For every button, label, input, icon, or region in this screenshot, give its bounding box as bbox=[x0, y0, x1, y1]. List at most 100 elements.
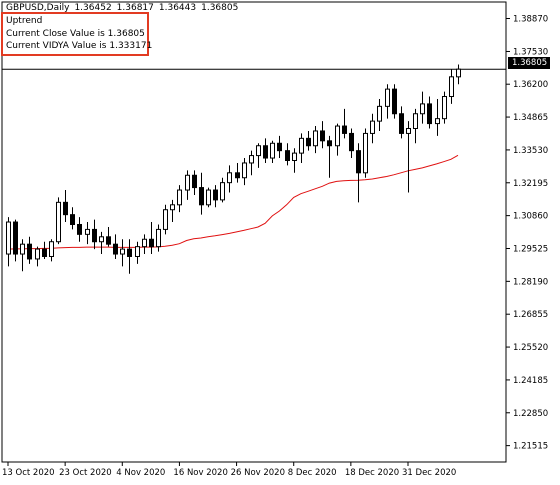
candle bbox=[92, 219, 97, 250]
candle bbox=[56, 197, 61, 245]
candle bbox=[77, 217, 82, 242]
candle bbox=[456, 64, 461, 85]
y-tick-label: 1.28190 bbox=[513, 277, 548, 287]
candle bbox=[206, 187, 211, 208]
vidya-value-label: Current VIDYA Value is 1.333171 bbox=[6, 41, 153, 52]
candle bbox=[6, 217, 11, 267]
candle-body-bull bbox=[135, 246, 140, 257]
candle-body-bull bbox=[313, 130, 318, 147]
candle bbox=[177, 185, 182, 213]
candle-body-bear bbox=[70, 214, 75, 225]
candle-body-bull bbox=[56, 201, 61, 243]
candle-body-bear bbox=[392, 88, 397, 115]
candle-body-bear bbox=[13, 221, 18, 255]
candle-body-bear bbox=[327, 140, 332, 147]
candle bbox=[385, 84, 390, 119]
x-tick-label: 4 Nov 2020 bbox=[116, 468, 165, 478]
candle-body-bear bbox=[27, 243, 32, 260]
candle bbox=[20, 239, 25, 272]
candle-body-bull bbox=[206, 189, 211, 206]
candle bbox=[142, 234, 147, 255]
candle bbox=[320, 121, 325, 149]
candle-body-bear bbox=[356, 150, 361, 174]
candle-body-bull bbox=[242, 162, 247, 179]
candle bbox=[342, 108, 347, 139]
candle bbox=[163, 204, 168, 235]
y-tick-label: 1.37530 bbox=[513, 47, 548, 57]
y-tick-label: 1.21515 bbox=[513, 442, 548, 452]
plot-frame bbox=[1, 1, 507, 463]
candle bbox=[120, 239, 125, 267]
close-value: 1.36805 bbox=[201, 3, 239, 13]
candle bbox=[220, 177, 225, 203]
candle-body-bull bbox=[156, 228, 161, 248]
y-tick-label: 1.33530 bbox=[513, 146, 548, 156]
candle-body-bull bbox=[249, 155, 254, 164]
candle-body-bull bbox=[370, 120, 375, 134]
candle bbox=[106, 226, 111, 247]
candle bbox=[42, 241, 47, 259]
candle-body-bull bbox=[363, 132, 368, 174]
trend-label: Uptrend bbox=[6, 16, 43, 26]
candle-body-bull bbox=[177, 189, 182, 206]
x-tick-label: 13 Oct 2020 bbox=[2, 468, 55, 478]
candle-body-bear bbox=[127, 248, 132, 257]
candle-body-bull bbox=[163, 209, 168, 230]
x-tick-label: 16 Nov 2020 bbox=[173, 468, 227, 478]
candle bbox=[420, 91, 425, 124]
candle-body-bear bbox=[106, 236, 111, 245]
candle bbox=[256, 143, 261, 168]
y-tick-label: 1.30860 bbox=[513, 212, 548, 222]
candle-body-bear bbox=[342, 125, 347, 134]
candle bbox=[249, 150, 254, 176]
candle bbox=[427, 96, 432, 129]
candle bbox=[327, 135, 332, 178]
x-tick-label: 26 Nov 2020 bbox=[231, 468, 285, 478]
vidya-line-layer bbox=[7, 154, 459, 250]
candle-body-bull bbox=[377, 105, 382, 122]
x-tick-label: 23 Oct 2020 bbox=[59, 468, 112, 478]
current-price-tag: 1.36805 bbox=[508, 57, 550, 69]
y-tick-label: 1.29525 bbox=[513, 244, 548, 254]
candle bbox=[235, 162, 240, 183]
candle bbox=[27, 236, 32, 264]
candle bbox=[263, 138, 268, 163]
open-value: 1.36452 bbox=[74, 3, 112, 13]
ohlc-header: GBPUSD,Daily 1.36452 1.36817 1.36443 1.36805 bbox=[6, 3, 243, 13]
candle bbox=[227, 165, 232, 193]
candle bbox=[135, 241, 140, 264]
candle bbox=[377, 98, 382, 131]
candle-body-bull bbox=[406, 128, 411, 134]
candle bbox=[435, 98, 440, 136]
candle bbox=[63, 190, 68, 223]
candle-body-bull bbox=[449, 76, 454, 98]
candle-body-bull bbox=[256, 145, 261, 157]
candle bbox=[242, 158, 247, 186]
candle-body-bull bbox=[299, 137, 304, 154]
candle-body-bull bbox=[142, 238, 147, 248]
x-tick-label: 8 Dec 2020 bbox=[288, 468, 337, 478]
candle bbox=[449, 69, 454, 104]
candle-body-bull bbox=[292, 152, 297, 162]
candle bbox=[127, 239, 132, 274]
candle bbox=[313, 126, 318, 154]
candle bbox=[370, 113, 375, 144]
y-tick-label: 1.38870 bbox=[513, 14, 548, 24]
candle-body-bull bbox=[120, 248, 125, 255]
candle bbox=[299, 133, 304, 163]
candle-body-bear bbox=[149, 238, 154, 248]
candle bbox=[349, 128, 354, 159]
candle bbox=[149, 222, 154, 255]
candle-body-bull bbox=[456, 68, 461, 78]
y-tick-label: 1.25520 bbox=[513, 343, 548, 353]
y-tick-label: 1.26855 bbox=[513, 310, 548, 320]
candle bbox=[356, 143, 361, 203]
candle-body-bear bbox=[349, 132, 354, 152]
candle bbox=[199, 172, 204, 215]
candle-body-bull bbox=[20, 243, 25, 255]
y-tick-label: 1.24185 bbox=[513, 376, 548, 386]
candle bbox=[277, 135, 282, 159]
candle-body-bull bbox=[435, 118, 440, 125]
